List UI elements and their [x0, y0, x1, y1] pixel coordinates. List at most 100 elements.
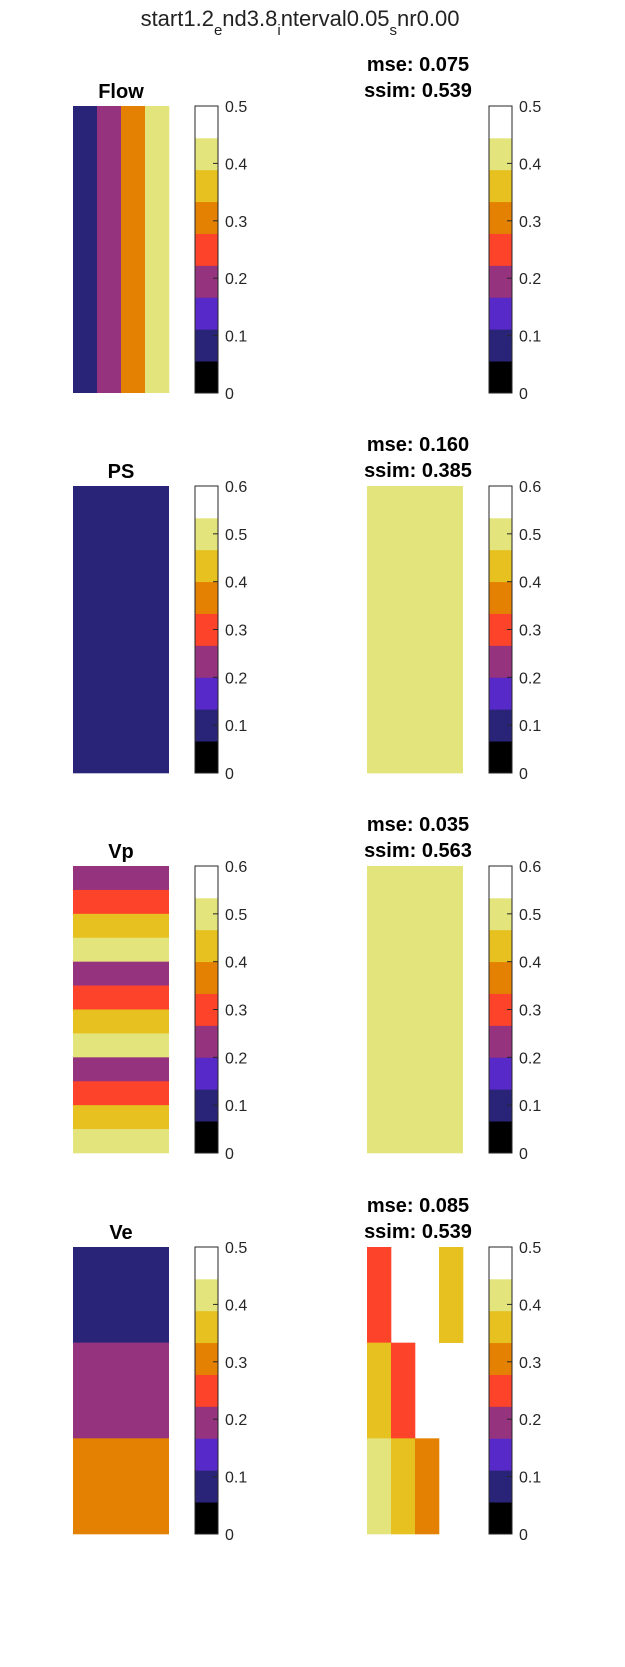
colorbar-tick-label: 0.6 — [519, 479, 541, 496]
colorbar-tick-label: 0 — [519, 386, 528, 403]
colorbar-tick-label: 0.4 — [519, 955, 541, 972]
heatmap-panel-right: mse: 0.035 ssim: 0.563 — [364, 814, 472, 1154]
heatmap-cell — [73, 1342, 169, 1439]
heatmap-cell — [367, 866, 463, 1154]
heatmap-cell — [73, 1009, 169, 1034]
colorbar-tick-label: 0.1 — [225, 1098, 247, 1115]
colorbar-swatch — [195, 517, 218, 551]
colorbar-swatch — [195, 549, 218, 583]
heatmap-cell — [73, 1081, 169, 1106]
colorbar-swatch — [489, 1502, 512, 1535]
colorbar: 0 0.1 0.2 0.3 0.4 0.5 — [488, 1240, 541, 1544]
colorbar-tick-label: 0 — [225, 386, 234, 403]
colorbar-tick-label: 0.3 — [225, 214, 247, 231]
colorbar-swatch — [489, 1057, 512, 1090]
colorbar-swatch — [489, 201, 512, 234]
colorbar-swatch — [195, 137, 218, 171]
colorbar-swatch — [489, 361, 512, 394]
colorbar-swatch — [489, 233, 512, 266]
colorbar-tick-label: 0.6 — [225, 859, 247, 876]
colorbar-tick-label: 0 — [225, 766, 234, 783]
colorbar-swatch — [195, 1278, 218, 1312]
colorbar-tick-label: 0.4 — [225, 1297, 247, 1314]
colorbar-swatch — [195, 106, 218, 139]
colorbar-swatch — [195, 1121, 218, 1154]
heatmap-panel-right: mse: 0.160 ssim: 0.385 — [364, 434, 472, 774]
heatmap-panel-right: mse: 0.085 ssim: 0.539 — [364, 1195, 472, 1535]
colorbar-swatch — [489, 581, 512, 614]
colorbar-tick-label: 0.2 — [519, 1050, 541, 1067]
colorbar-swatch — [489, 1310, 512, 1344]
heatmap-cell — [73, 889, 169, 915]
heatmap-panel-left: Vp — [73, 841, 169, 1154]
colorbar-swatch — [489, 1374, 512, 1407]
colorbar-swatch — [489, 741, 512, 774]
colorbar-swatch — [195, 201, 218, 234]
heatmap-panel-left: PS — [73, 461, 169, 774]
colorbar-tick-label: 0.6 — [519, 859, 541, 876]
heatmap-cell — [73, 866, 169, 891]
colorbar-tick-label: 0.5 — [519, 1240, 541, 1257]
colorbar-swatch — [489, 549, 512, 583]
heatmap-cell — [73, 961, 169, 986]
colorbar-swatch — [195, 897, 218, 931]
heatmap-cell — [73, 937, 169, 962]
colorbar-swatch — [195, 361, 218, 394]
colorbar-swatch — [195, 1089, 218, 1122]
colorbar-tick-label: 0.4 — [519, 575, 541, 592]
heatmap-cell — [121, 106, 146, 393]
heatmap-cell — [391, 1342, 416, 1439]
colorbar-tick-label: 0.1 — [225, 1470, 247, 1487]
mse-label: mse: 0.035 — [367, 814, 469, 836]
colorbar-swatch — [195, 961, 218, 994]
colorbar-tick-label: 0.5 — [225, 1240, 247, 1257]
colorbar-swatch — [195, 1247, 218, 1280]
colorbar-swatch — [195, 1470, 218, 1503]
heatmap-panel-left: Ve — [73, 1222, 169, 1535]
heatmap-cell — [145, 106, 170, 393]
colorbar-swatch — [195, 613, 218, 646]
colorbar-swatch — [195, 329, 218, 362]
colorbar-swatch — [489, 169, 512, 203]
ssim-label: ssim: 0.385 — [364, 460, 472, 482]
heatmap-cell — [367, 486, 463, 774]
colorbar-swatch — [489, 866, 512, 899]
colorbar-swatch — [195, 866, 218, 899]
heatmap-cell — [73, 1057, 169, 1082]
colorbar: 0 0.1 0.2 0.3 0.4 0.5 0.6 — [488, 479, 541, 783]
colorbar-tick-label: 0.3 — [519, 214, 541, 231]
colorbar-tick-label: 0.1 — [225, 329, 247, 346]
colorbar: 0 0.1 0.2 0.3 0.4 0.5 — [194, 1240, 247, 1544]
colorbar-tick-label: 0.3 — [225, 1355, 247, 1372]
colorbar-swatch — [195, 1310, 218, 1344]
colorbar: 0 0.1 0.2 0.3 0.4 0.5 — [194, 99, 247, 403]
colorbar-swatch — [489, 993, 512, 1026]
heatmap-cell — [415, 1438, 440, 1535]
colorbar-tick-label: 0.3 — [519, 1003, 541, 1020]
colorbar-swatch — [195, 297, 218, 330]
colorbar-frame — [488, 105, 513, 394]
colorbar-swatch — [489, 1438, 512, 1471]
colorbar-swatch — [195, 581, 218, 614]
colorbar-tick-label: 0.5 — [225, 907, 247, 924]
heatmap-cell — [73, 1247, 169, 1343]
heatmap-panel-left: Flow — [73, 81, 170, 393]
colorbar-tick-label: 0.4 — [519, 1297, 541, 1314]
panel-title: Ve — [109, 1222, 132, 1244]
colorbar-swatch — [195, 233, 218, 266]
colorbar-tick-label: 0.5 — [519, 907, 541, 924]
colorbar-tick-label: 0.5 — [519, 527, 541, 544]
heatmap-cell — [97, 106, 122, 393]
heatmap-cell — [73, 1438, 169, 1535]
colorbar-swatch — [489, 613, 512, 646]
colorbar-swatch — [195, 265, 218, 298]
colorbar: 0 0.1 0.2 0.3 0.4 0.5 0.6 — [194, 859, 247, 1163]
colorbar-tick-label: 0.5 — [225, 527, 247, 544]
colorbar-tick-label: 0.4 — [225, 575, 247, 592]
heatmap-cell — [367, 1342, 392, 1439]
colorbar-frame — [194, 105, 219, 394]
colorbar-frame — [488, 1246, 513, 1535]
colorbar-tick-label: 0.3 — [519, 1355, 541, 1372]
heatmap-panel-right: mse: 0.075 ssim: 0.539 — [364, 54, 472, 102]
colorbar-swatch — [195, 929, 218, 963]
